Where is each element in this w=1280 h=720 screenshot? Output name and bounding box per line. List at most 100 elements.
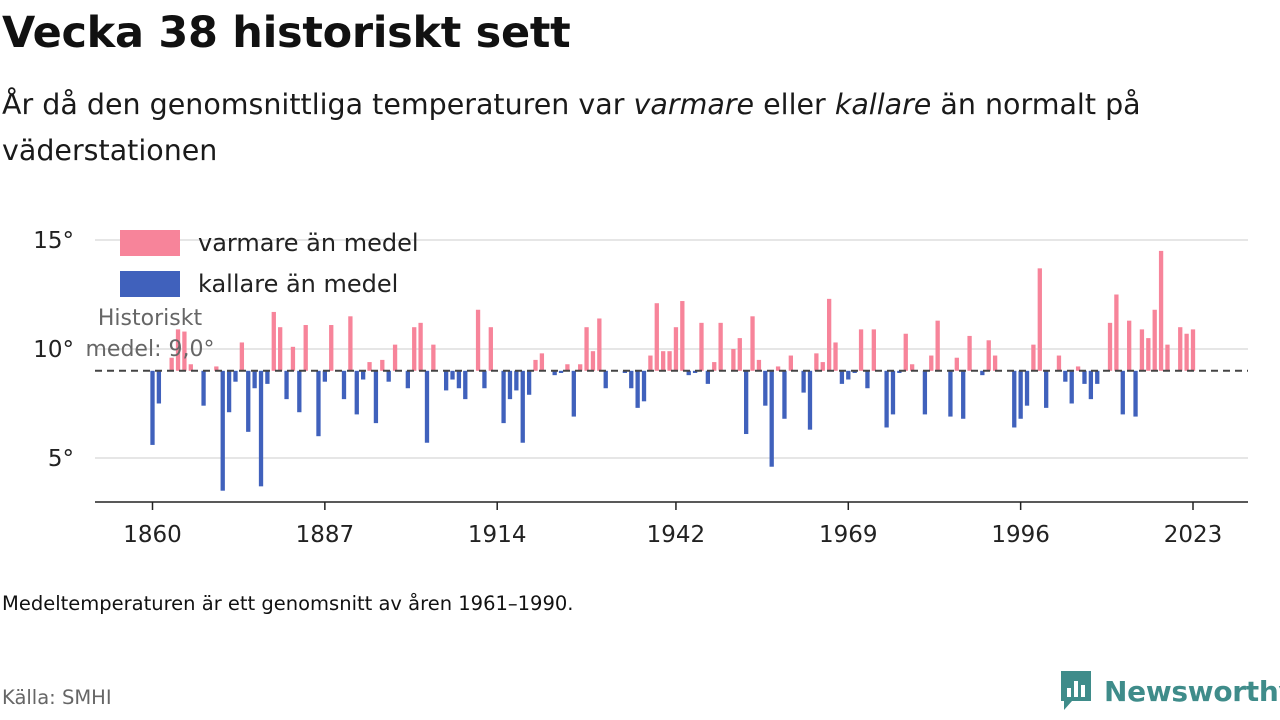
footnote: Medeltemperaturen är ett genomsnitt av å… bbox=[2, 592, 574, 615]
bar-cold bbox=[520, 370, 525, 443]
bar-cold bbox=[246, 370, 251, 432]
bar-cold bbox=[961, 370, 966, 419]
bar-warm bbox=[756, 359, 762, 371]
bar-warm bbox=[488, 327, 493, 371]
subtitle-part-1: År då den genomsnittliga temperaturen va… bbox=[2, 88, 634, 121]
bar-warm bbox=[1178, 327, 1183, 371]
bar-cold bbox=[514, 370, 519, 391]
bar-warm bbox=[418, 322, 423, 371]
bar-warm bbox=[392, 344, 398, 371]
bar-warm bbox=[565, 364, 570, 371]
bar-warm bbox=[278, 327, 283, 371]
brand-name: Newsworthy bbox=[1104, 674, 1280, 708]
bar-warm bbox=[967, 335, 972, 371]
bar-cold bbox=[692, 370, 698, 373]
bar-cold bbox=[233, 370, 238, 382]
subtitle-part-2: eller bbox=[754, 88, 835, 121]
bar-cold bbox=[769, 370, 774, 467]
bar-warm bbox=[1031, 344, 1036, 371]
bar-cold bbox=[386, 370, 391, 382]
bar-cold bbox=[884, 370, 889, 428]
bar-warm bbox=[1056, 355, 1062, 371]
bar-cold bbox=[980, 370, 985, 376]
bar-cold bbox=[456, 370, 462, 389]
bar-cold bbox=[705, 370, 711, 384]
bar-cold bbox=[1069, 370, 1074, 404]
bar-warm bbox=[578, 364, 583, 371]
bar-cold bbox=[603, 370, 608, 389]
bar-warm bbox=[539, 353, 545, 371]
bar-warm bbox=[1146, 338, 1151, 371]
bar-cold bbox=[443, 370, 449, 391]
y-grid bbox=[95, 239, 1248, 459]
bar-cold bbox=[405, 370, 410, 389]
bar-warm bbox=[169, 357, 174, 371]
bar-warm bbox=[1184, 333, 1189, 371]
bar-cold bbox=[1018, 370, 1023, 419]
bar-cold bbox=[526, 370, 532, 395]
x-axis-ticks: 1860 1887 1914 1942 1969 1996 2023 bbox=[123, 502, 1222, 548]
bar-warm bbox=[1165, 344, 1170, 371]
bar-warm bbox=[737, 338, 742, 371]
bar-cold bbox=[552, 370, 557, 376]
bar-cold bbox=[865, 370, 870, 389]
bar-warm bbox=[712, 362, 717, 371]
bar-cold bbox=[1120, 370, 1125, 415]
bar-warm bbox=[833, 342, 838, 371]
bar-warm bbox=[1037, 268, 1042, 371]
bar-warm bbox=[909, 364, 915, 371]
bar-warm bbox=[820, 362, 825, 371]
bar-cold bbox=[763, 370, 768, 406]
bar-cold bbox=[890, 370, 896, 415]
bar-warm bbox=[1158, 250, 1164, 371]
bar-cold bbox=[226, 370, 232, 413]
bar-cold bbox=[361, 370, 366, 380]
x-tick-label: 2023 bbox=[1164, 522, 1223, 548]
bar-warm bbox=[929, 355, 934, 371]
bar-warm bbox=[680, 301, 685, 371]
legend-warm-label: varmare än medel bbox=[198, 229, 419, 257]
bar-warm bbox=[986, 340, 991, 371]
bar-cold bbox=[482, 370, 487, 389]
bar-warm bbox=[954, 357, 959, 371]
bar-warm bbox=[380, 359, 385, 371]
bar-warm bbox=[367, 362, 372, 371]
chart-subtitle: År då den genomsnittliga temperaturen va… bbox=[2, 82, 1242, 174]
legend-cold-label: kallare än medel bbox=[198, 270, 398, 298]
bar-cold bbox=[220, 370, 225, 491]
legend: varmare än medel kallare än medel bbox=[120, 229, 419, 298]
bar-cold bbox=[354, 370, 359, 415]
x-tick-label: 1914 bbox=[468, 522, 527, 548]
bar-cold bbox=[258, 370, 264, 487]
bar-cold bbox=[1024, 370, 1030, 406]
x-tick-label: 1942 bbox=[647, 522, 706, 548]
bar-cold bbox=[571, 370, 576, 417]
bar-warm bbox=[1114, 294, 1119, 371]
bar-cold bbox=[450, 370, 455, 380]
subtitle-cold-word: kallare bbox=[834, 88, 932, 121]
bar-warm bbox=[348, 316, 353, 371]
bar-cold bbox=[801, 370, 806, 393]
bar-cold bbox=[156, 370, 162, 404]
bar-cold bbox=[807, 370, 813, 430]
legend-cold-swatch bbox=[120, 271, 180, 297]
bar-cold bbox=[782, 370, 787, 419]
bar-warm bbox=[871, 329, 876, 371]
bar-cold bbox=[463, 370, 468, 400]
bar-warm bbox=[188, 364, 193, 371]
bar-warm bbox=[992, 355, 998, 371]
x-tick-label: 1996 bbox=[991, 522, 1050, 548]
bar-warm bbox=[718, 322, 723, 371]
bar-cold bbox=[297, 370, 302, 413]
bar-cold bbox=[641, 370, 647, 402]
bar-warm bbox=[1127, 320, 1132, 371]
bar-warm bbox=[775, 366, 781, 371]
bar-warm bbox=[329, 325, 334, 371]
bar-warm bbox=[590, 351, 596, 371]
x-tick-label: 1887 bbox=[296, 522, 355, 548]
bar-cold bbox=[622, 370, 628, 373]
mean-label-line-1: Historiskt bbox=[98, 306, 203, 331]
bar-warm bbox=[290, 346, 296, 371]
bar-cold bbox=[501, 370, 506, 424]
bar-cold bbox=[322, 370, 327, 382]
